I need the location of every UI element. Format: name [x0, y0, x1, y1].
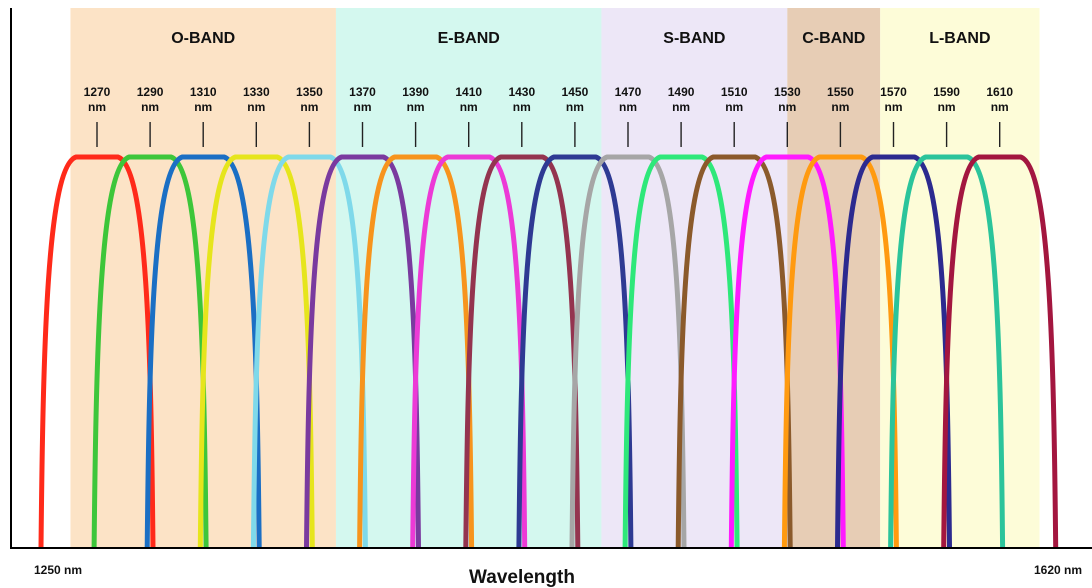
channel-unit-1610: nm — [991, 100, 1009, 114]
channel-label-1290: 1290 — [137, 85, 164, 99]
channel-unit-1390: nm — [407, 100, 425, 114]
channel-unit-1430: nm — [513, 100, 531, 114]
channel-label-1510: 1510 — [721, 85, 748, 99]
channel-ticks: 1270nm1290nm1310nm1330nm1350nm1370nm1390… — [84, 85, 1013, 147]
band-region-l-band — [880, 8, 1040, 548]
channel-unit-1570: nm — [885, 100, 903, 114]
channel-unit-1550: nm — [831, 100, 849, 114]
channel-label-1430: 1430 — [508, 85, 535, 99]
channel-label-1590: 1590 — [933, 85, 960, 99]
channel-label-1310: 1310 — [190, 85, 217, 99]
channel-label-1450: 1450 — [562, 85, 589, 99]
band-labels: O-BAND E-BAND S-BAND C-BAND L-BAND — [171, 30, 990, 47]
channel-label-1570: 1570 — [880, 85, 907, 99]
channel-label-1550: 1550 — [827, 85, 854, 99]
band-label-e-band: E-BAND — [438, 30, 500, 47]
channel-label-1390: 1390 — [402, 85, 429, 99]
channel-unit-1470: nm — [619, 100, 637, 114]
x-axis-start-label: 1250 nm — [34, 563, 82, 577]
channel-unit-1310: nm — [194, 100, 212, 114]
channel-unit-1330: nm — [247, 100, 265, 114]
channel-unit-1590: nm — [938, 100, 956, 114]
x-axis-end-label: 1620 nm — [1034, 563, 1082, 577]
channel-unit-1290: nm — [141, 100, 159, 114]
channel-curves — [38, 154, 1059, 549]
channel-label-1330: 1330 — [243, 85, 270, 99]
x-axis-title: Wavelength — [469, 567, 575, 588]
channel-unit-1370: nm — [354, 100, 372, 114]
channel-unit-1530: nm — [778, 100, 796, 114]
channel-unit-1270: nm — [88, 100, 106, 114]
channel-unit-1490: nm — [672, 100, 690, 114]
channel-label-1610: 1610 — [986, 85, 1013, 99]
channel-curve-1610 — [941, 154, 1059, 549]
channel-curve-1590 — [888, 154, 1006, 549]
channel-label-1470: 1470 — [615, 85, 642, 99]
band-label-s-band: S-BAND — [663, 30, 725, 47]
channel-label-1370: 1370 — [349, 85, 376, 99]
channel-label-1410: 1410 — [455, 85, 482, 99]
channel-label-1490: 1490 — [668, 85, 695, 99]
channel-unit-1510: nm — [725, 100, 743, 114]
band-label-c-band: C-BAND — [802, 30, 865, 47]
channel-unit-1350: nm — [300, 100, 318, 114]
channel-unit-1450: nm — [566, 100, 584, 114]
band-backgrounds — [70, 8, 1040, 548]
channel-label-1350: 1350 — [296, 85, 323, 99]
channel-label-1530: 1530 — [774, 85, 801, 99]
channel-label-1270: 1270 — [84, 85, 111, 99]
channel-unit-1410: nm — [460, 100, 478, 114]
band-label-o-band: O-BAND — [171, 30, 235, 47]
band-label-l-band: L-BAND — [929, 30, 990, 47]
